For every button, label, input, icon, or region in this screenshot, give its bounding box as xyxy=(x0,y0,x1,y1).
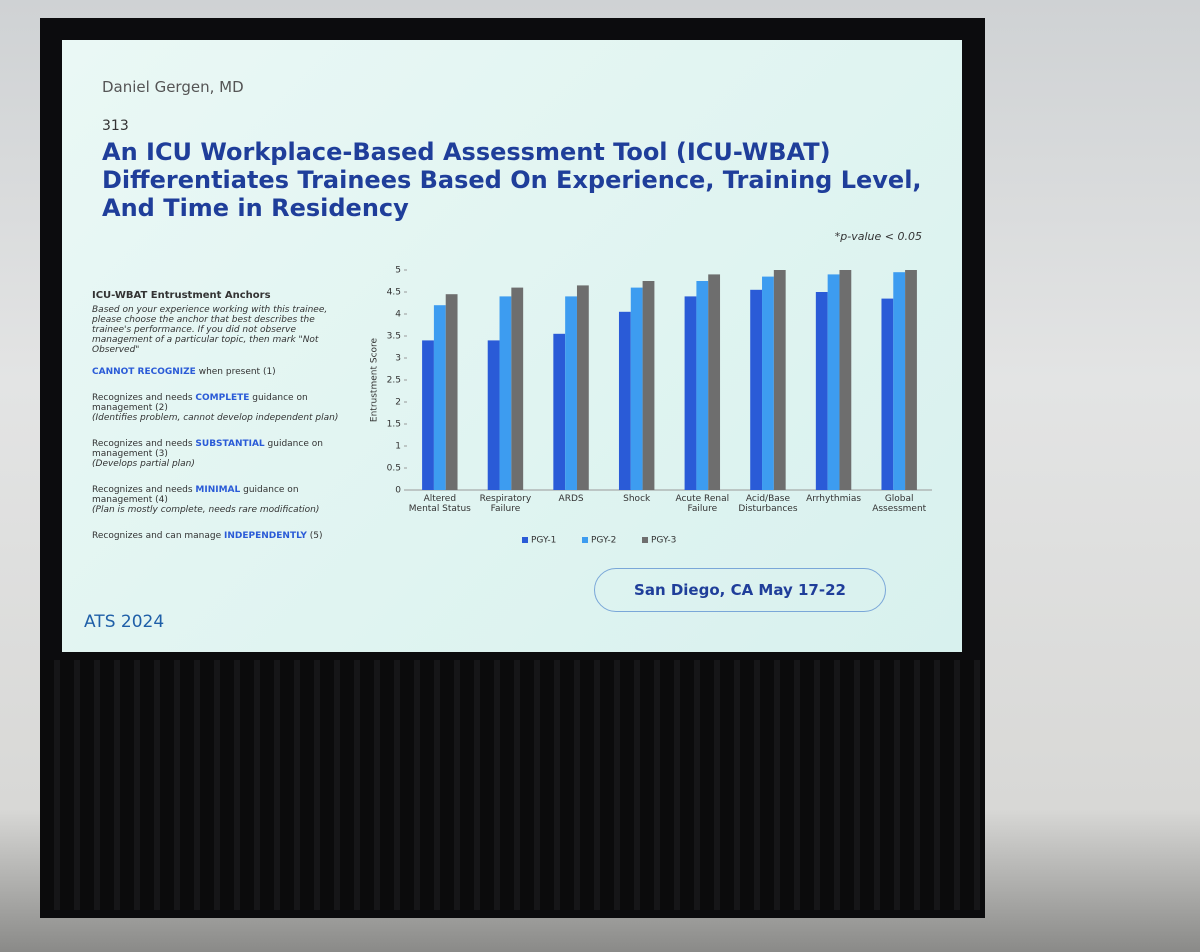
anchors-panel: ICU-WBAT Entrustment Anchors Based on yo… xyxy=(92,290,352,557)
legend-swatch xyxy=(522,537,528,543)
bar xyxy=(433,305,446,490)
bar xyxy=(618,311,631,490)
anchor: CANNOT RECOGNIZE when present (1) xyxy=(92,367,352,377)
anchor-post: when present (1) xyxy=(195,367,276,377)
slide-title: An ICU Workplace-Based Assessment Tool (… xyxy=(102,138,922,222)
legend-label: PGY-3 xyxy=(651,536,676,546)
x-tick-label-box: Arrhythmias xyxy=(806,494,862,504)
anchor-key: MINIMAL xyxy=(195,485,241,495)
legend-swatch xyxy=(642,537,648,543)
y-tick-label: 4 xyxy=(395,310,401,320)
bar xyxy=(905,270,917,490)
y-tick-label: 2 xyxy=(395,398,401,408)
legend-swatch xyxy=(582,537,588,543)
bar xyxy=(696,281,709,490)
anchor: Recognizes and needs MINIMAL guidance on… xyxy=(92,485,352,515)
anchor-pre: Recognizes and needs xyxy=(92,439,196,449)
bar xyxy=(773,270,786,490)
anchor: Recognizes and needs SUBSTANTIAL guidanc… xyxy=(92,439,352,469)
bar xyxy=(642,281,655,490)
x-tick-label-box: Respiratory Failure xyxy=(479,494,532,514)
instructions: Based on your experience working with th… xyxy=(92,305,328,355)
x-tick-label: Shock xyxy=(623,494,651,504)
bar xyxy=(881,298,894,490)
logo: ATS 2024 xyxy=(84,612,165,632)
bar xyxy=(511,287,524,490)
x-tick-label-box: Acid/Base Disturbances xyxy=(738,494,798,514)
x-tick-label-box: Shock xyxy=(623,494,651,504)
anchor: Recognizes and needs COMPLETE guidance o… xyxy=(92,393,352,423)
x-tick-label-box: Acute Renal Failure xyxy=(675,494,730,514)
anchor-detail: (Identifies problem, cannot develop inde… xyxy=(92,413,339,423)
anchor-key: SUBSTANTIAL xyxy=(195,439,265,449)
anchor-detail: (Plan is mostly complete, needs rare mod… xyxy=(92,505,320,515)
x-tick-label-box: ARDS xyxy=(558,494,584,504)
bar xyxy=(499,296,512,490)
presenter: Daniel Gergen, MD xyxy=(102,78,244,96)
anchor-key: COMPLETE xyxy=(195,393,250,403)
y-tick-label: 5 xyxy=(395,266,401,276)
bar xyxy=(576,285,589,490)
anchor-key: INDEPENDENTLY xyxy=(224,531,307,541)
bar xyxy=(750,289,763,490)
abstract-number: 313 xyxy=(102,118,129,134)
anchor: Recognizes and can manage INDEPENDENTLY … xyxy=(92,531,352,541)
bar xyxy=(708,274,721,490)
bar xyxy=(565,296,577,490)
y-axis-label: Entrustment Score xyxy=(370,337,380,422)
bar xyxy=(630,287,643,490)
bar xyxy=(762,276,774,490)
x-tick-label: ARDS xyxy=(558,494,584,504)
y-tick-label: 2.5 xyxy=(387,376,401,386)
bar xyxy=(684,296,697,490)
x-tick-label: Acid/Base Disturbances xyxy=(738,494,798,514)
anchors-heading: ICU-WBAT Entrustment Anchors xyxy=(92,290,271,301)
bar xyxy=(893,272,906,490)
anchor-pre: Recognizes and can manage xyxy=(92,531,225,541)
y-tick-label: 3.5 xyxy=(387,332,401,342)
bar xyxy=(815,292,828,490)
y-tick-label: 4.5 xyxy=(387,288,401,298)
x-tick-label: Arrhythmias xyxy=(806,494,862,504)
anchor-post: guidance on management (2) xyxy=(92,393,308,413)
x-tick-label: Altered Mental Status xyxy=(408,494,471,514)
x-tick-label: Acute Renal Failure xyxy=(675,494,730,514)
anchor-post: guidance on management (4) xyxy=(92,485,299,505)
bar xyxy=(445,294,458,490)
anchor-post: guidance on management (3) xyxy=(92,439,323,459)
y-tick-label: 3 xyxy=(395,354,401,364)
slide: Daniel Gergen, MD 313 An ICU Workplace-B… xyxy=(62,40,962,652)
anchor-detail: (Develops partial plan) xyxy=(92,459,195,469)
x-tick-label: Global Assessment xyxy=(872,494,927,514)
bar xyxy=(422,340,434,490)
legend-label: PGY-1 xyxy=(531,536,556,546)
bar xyxy=(827,274,840,490)
y-tick-label: 1.5 xyxy=(387,420,401,430)
anchor-pre: Recognizes and needs xyxy=(92,485,196,495)
anchor-post: (5) xyxy=(306,531,323,541)
x-tick-label-box: Global Assessment xyxy=(872,494,927,514)
location: San Diego, CA May 17-22 xyxy=(594,568,886,612)
chart: Entrustment Score 0 0.5 1 1.5 2 2.5 3 3.5 4 4.5 5 A… xyxy=(370,266,932,546)
y-tick-label: 0 xyxy=(395,486,401,496)
bar xyxy=(553,333,566,490)
p-value-note: *p-value < 0.05 xyxy=(834,230,922,243)
bar xyxy=(487,340,500,490)
x-tick-label-box: Altered Mental Status xyxy=(408,494,471,514)
screen-skirt xyxy=(40,660,985,910)
y-tick-label: 0.5 xyxy=(387,464,401,474)
legend-label: PGY-2 xyxy=(591,536,616,546)
anchor-pre: Recognizes and needs xyxy=(92,393,196,403)
anchor-key: CANNOT RECOGNIZE xyxy=(92,367,196,377)
y-tick-label: 1 xyxy=(395,442,401,452)
x-tick-label: Respiratory Failure xyxy=(479,494,532,514)
bar xyxy=(839,270,852,490)
